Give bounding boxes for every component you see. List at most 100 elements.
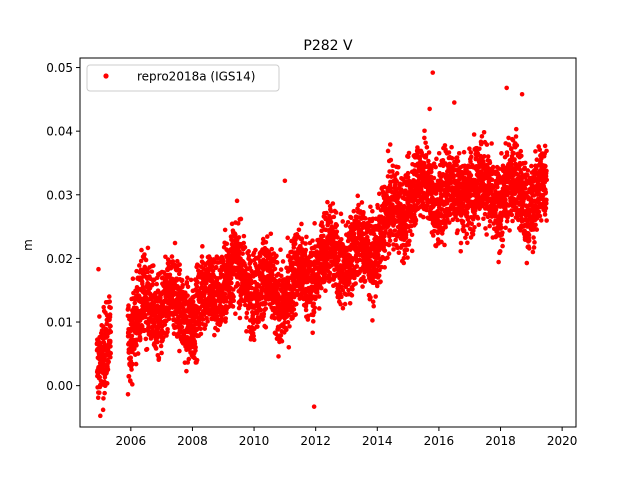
data-point <box>137 263 142 268</box>
data-point <box>338 236 344 242</box>
data-point <box>489 141 494 146</box>
data-point <box>339 294 344 300</box>
data-point <box>179 324 185 330</box>
data-point <box>312 305 318 311</box>
data-point <box>102 390 107 396</box>
data-point <box>172 240 178 246</box>
data-point <box>294 301 299 307</box>
data-point <box>311 309 317 315</box>
data-point <box>236 235 242 240</box>
data-point <box>269 246 275 252</box>
data-point <box>228 276 234 281</box>
data-point <box>223 316 229 321</box>
data-point <box>166 316 172 322</box>
data-point <box>246 253 252 259</box>
data-point <box>99 328 105 333</box>
data-point <box>185 284 191 290</box>
data-point <box>404 229 409 235</box>
data-point <box>200 317 206 322</box>
chart-title: P282 V <box>303 38 353 54</box>
data-point <box>487 223 492 229</box>
data-point <box>134 305 139 311</box>
data-point <box>242 245 248 250</box>
data-point <box>370 208 375 214</box>
data-point <box>176 271 182 277</box>
data-point <box>385 255 390 261</box>
data-point <box>194 284 200 289</box>
data-point <box>513 134 519 139</box>
data-point <box>101 396 106 401</box>
data-point <box>319 285 324 291</box>
data-point <box>370 318 375 323</box>
data-point <box>219 316 225 322</box>
data-point <box>455 217 460 223</box>
data-point <box>231 287 236 292</box>
data-point <box>461 223 466 229</box>
data-point <box>455 158 461 164</box>
data-point <box>347 301 353 306</box>
data-point <box>108 354 113 360</box>
data-point <box>387 142 393 147</box>
data-point <box>481 216 486 222</box>
data-point <box>107 299 112 304</box>
data-point <box>101 304 106 310</box>
data-point <box>490 164 496 170</box>
data-point <box>139 247 144 253</box>
data-point <box>303 307 309 313</box>
data-point <box>222 227 228 233</box>
data-point <box>278 267 284 272</box>
data-point <box>449 144 454 150</box>
data-point <box>518 148 524 154</box>
data-point <box>426 150 432 155</box>
data-point <box>385 148 391 154</box>
data-point <box>333 210 339 215</box>
data-point <box>311 301 316 306</box>
data-point <box>413 218 419 223</box>
data-point <box>251 333 256 339</box>
data-point <box>156 355 162 361</box>
data-point <box>234 198 240 204</box>
data-point <box>434 156 439 162</box>
data-point <box>388 157 394 163</box>
data-point <box>263 301 268 306</box>
data-point <box>284 327 289 333</box>
data-point <box>129 367 134 372</box>
data-point <box>436 150 442 156</box>
data-point <box>145 269 151 275</box>
data-point <box>233 311 238 316</box>
data-point <box>159 350 164 356</box>
data-point <box>171 331 177 337</box>
data-point <box>531 245 537 250</box>
data-point <box>276 354 281 359</box>
data-point <box>345 219 351 225</box>
data-point <box>522 186 528 191</box>
data-point <box>285 235 291 241</box>
data-point <box>349 293 355 298</box>
data-point <box>241 233 247 239</box>
data-point <box>256 319 261 325</box>
data-point <box>248 259 254 265</box>
data-point <box>464 231 470 237</box>
data-point <box>222 291 228 297</box>
data-point <box>232 232 238 237</box>
data-point <box>246 249 251 254</box>
data-point <box>401 260 407 266</box>
data-point <box>139 324 145 329</box>
data-point <box>472 224 477 230</box>
data-point <box>423 140 428 146</box>
data-point <box>151 263 156 268</box>
data-point <box>519 153 524 159</box>
data-point <box>500 243 505 249</box>
data-point <box>257 253 263 259</box>
data-point <box>177 267 183 273</box>
data-point <box>477 146 482 152</box>
data-point <box>224 299 229 304</box>
data-point <box>145 245 151 251</box>
data-point <box>253 247 258 253</box>
data-point <box>169 296 175 301</box>
data-point <box>263 239 269 245</box>
data-point <box>261 311 267 317</box>
data-point <box>194 357 200 363</box>
data-point <box>137 336 143 341</box>
data-point <box>433 164 438 170</box>
